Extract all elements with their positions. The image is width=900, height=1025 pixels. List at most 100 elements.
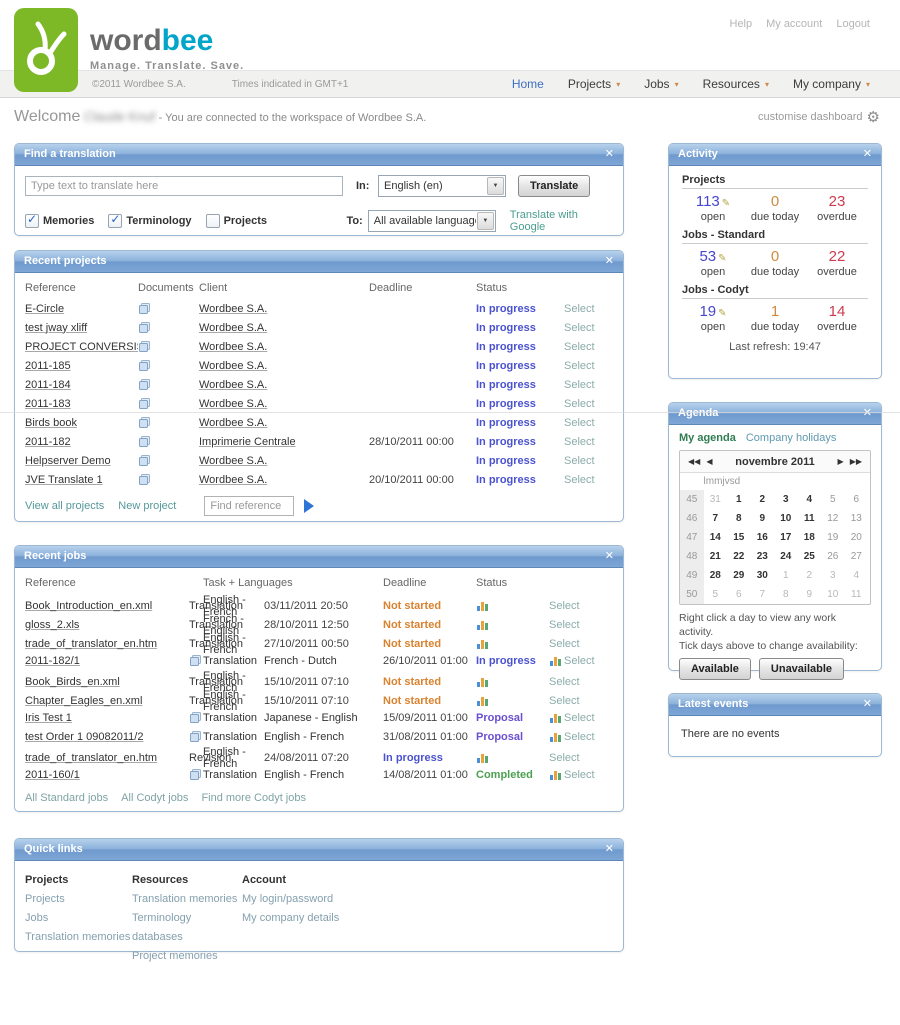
calendar-day[interactable]: 16 bbox=[756, 532, 768, 543]
dropdown-arrow-icon[interactable]: ▼ bbox=[476, 212, 494, 230]
prev-month-icon[interactable]: ◀ bbox=[706, 457, 713, 466]
close-icon[interactable]: ✕ bbox=[862, 148, 872, 160]
open-count[interactable]: 53 ✎ open bbox=[699, 248, 727, 278]
calendar-day[interactable]: 5 bbox=[712, 589, 719, 600]
due-today-count[interactable]: 0 due today bbox=[750, 193, 800, 223]
overdue-count[interactable]: 14 overdue bbox=[817, 303, 857, 333]
project-reference-link[interactable]: E-Circle bbox=[25, 302, 65, 315]
translate-with-google-link[interactable]: Translate with Google bbox=[509, 209, 578, 233]
quick-link[interactable]: Jobs bbox=[25, 912, 49, 924]
job-stats-icon[interactable] bbox=[476, 695, 549, 707]
nav-item[interactable]: Jobs ▾ bbox=[644, 77, 679, 91]
project-reference-link[interactable]: 2011-184 bbox=[25, 378, 71, 391]
calendar-day[interactable]: 23 bbox=[756, 551, 768, 562]
availability-button[interactable]: Available bbox=[679, 658, 751, 680]
calendar-day[interactable]: 29 bbox=[733, 570, 745, 581]
job-stats-icon[interactable] bbox=[549, 712, 564, 724]
close-icon[interactable]: ✕ bbox=[862, 407, 872, 419]
job-reference-link[interactable]: gloss_2.xls bbox=[25, 619, 80, 631]
job-stats-icon[interactable] bbox=[549, 731, 564, 743]
prev-year-icon[interactable]: ◀◀ bbox=[688, 457, 701, 466]
calendar-day[interactable]: 17 bbox=[780, 532, 792, 543]
project-reference-link[interactable]: Helpserver Demo bbox=[25, 454, 111, 467]
calendar-day[interactable]: 20 bbox=[850, 532, 862, 543]
calendar-day[interactable]: 9 bbox=[759, 513, 766, 524]
calendar-day[interactable]: 13 bbox=[850, 513, 862, 524]
calendar-day[interactable]: 28 bbox=[709, 570, 721, 581]
job-reference-link[interactable]: Iris Test 1 bbox=[25, 711, 72, 724]
calendar-day[interactable]: 4 bbox=[853, 570, 860, 581]
project-reference-link[interactable]: 2011-182 bbox=[25, 435, 71, 448]
select-link[interactable]: Select bbox=[564, 473, 595, 486]
job-stats-icon[interactable] bbox=[476, 600, 549, 612]
calendar-day[interactable]: 15 bbox=[733, 532, 745, 543]
client-link[interactable]: Wordbee S.A. bbox=[199, 340, 268, 353]
job-stats-icon[interactable] bbox=[476, 752, 549, 764]
checkbox[interactable] bbox=[205, 214, 220, 228]
documents-icon[interactable] bbox=[189, 654, 203, 667]
nav-item[interactable]: Home bbox=[511, 77, 544, 91]
select-link[interactable]: Select bbox=[564, 416, 595, 429]
select-link[interactable]: Select bbox=[564, 730, 595, 743]
job-reference-link[interactable]: Chapter_Eagles_en.xml bbox=[25, 695, 143, 707]
checkbox[interactable] bbox=[25, 212, 39, 228]
select-link[interactable]: Select bbox=[549, 752, 580, 764]
select-link[interactable]: Select bbox=[564, 397, 595, 410]
close-icon[interactable]: ✕ bbox=[604, 255, 614, 267]
documents-icon[interactable] bbox=[189, 730, 203, 743]
calendar-day[interactable]: 25 bbox=[803, 551, 815, 562]
project-reference-link[interactable]: JVE Translate 1 bbox=[25, 473, 103, 486]
tab-my-agenda[interactable]: My agenda bbox=[679, 432, 736, 444]
calendar-day[interactable]: 5 bbox=[829, 494, 836, 505]
calendar-day[interactable]: 9 bbox=[806, 589, 813, 600]
job-reference-link[interactable]: test Order 1 09082011/2 bbox=[25, 730, 144, 743]
calendar-day[interactable]: 3 bbox=[782, 494, 789, 505]
nav-item[interactable]: Resources ▾ bbox=[702, 77, 769, 91]
translate-text-input[interactable] bbox=[25, 176, 343, 196]
documents-icon[interactable] bbox=[138, 454, 199, 467]
job-reference-link[interactable]: Book_Birds_en.xml bbox=[25, 676, 120, 688]
job-reference-link[interactable]: 2011-182/1 bbox=[25, 654, 80, 667]
top-link[interactable]: My account bbox=[766, 18, 823, 30]
due-today-count[interactable]: 1 due today bbox=[750, 303, 800, 333]
calendar-day[interactable]: 2 bbox=[759, 494, 766, 505]
documents-icon[interactable] bbox=[138, 340, 199, 353]
documents-icon[interactable] bbox=[138, 435, 199, 448]
checkbox-item[interactable]: Memories bbox=[25, 212, 94, 228]
nav-item[interactable]: My company ▾ bbox=[792, 77, 870, 91]
job-stats-icon[interactable] bbox=[476, 676, 549, 688]
source-language-select[interactable]: English (en) ▼ bbox=[378, 175, 506, 197]
next-month-icon[interactable]: ▶ bbox=[837, 457, 844, 466]
calendar-day[interactable]: 27 bbox=[850, 551, 862, 562]
calendar-day[interactable]: 14 bbox=[709, 532, 721, 543]
checkbox-item[interactable]: Terminology bbox=[108, 212, 192, 228]
open-count[interactable]: 113 ✎ open bbox=[695, 193, 731, 223]
find-reference-input[interactable] bbox=[204, 496, 295, 516]
project-reference-link[interactable]: 2011-183 bbox=[25, 397, 71, 410]
translate-button[interactable]: Translate bbox=[518, 175, 591, 197]
job-reference-link[interactable]: Book_Introduction_en.xml bbox=[25, 600, 153, 612]
calendar-day[interactable]: 6 bbox=[735, 589, 742, 600]
documents-icon[interactable] bbox=[189, 768, 203, 781]
client-link[interactable]: Wordbee S.A. bbox=[199, 416, 268, 429]
project-reference-link[interactable]: PROJECT CONVERSIS bbox=[25, 340, 138, 353]
calendar-day[interactable]: 8 bbox=[735, 513, 742, 524]
wordbee-logo[interactable]: wordbee Manage. Translate. Save. bbox=[14, 8, 244, 92]
calendar-day[interactable]: 3 bbox=[829, 570, 836, 581]
next-year-icon[interactable]: ▶▶ bbox=[849, 457, 862, 466]
calendar-day[interactable]: 7 bbox=[759, 589, 766, 600]
close-icon[interactable]: ✕ bbox=[604, 148, 614, 160]
go-arrow-icon[interactable] bbox=[304, 499, 315, 513]
documents-icon[interactable] bbox=[138, 397, 199, 410]
documents-icon[interactable] bbox=[138, 416, 199, 429]
project-reference-link[interactable]: Birds book bbox=[25, 416, 77, 429]
select-link[interactable]: Select bbox=[549, 695, 580, 707]
select-link[interactable]: Select bbox=[549, 619, 580, 631]
calendar-day[interactable]: 10 bbox=[827, 589, 839, 600]
calendar-day[interactable]: 22 bbox=[733, 551, 745, 562]
tab-company-holidays[interactable]: Company holidays bbox=[745, 432, 837, 444]
view-all-projects-link[interactable]: View all projects bbox=[25, 500, 105, 512]
job-reference-link[interactable]: 2011-160/1 bbox=[25, 768, 80, 781]
dropdown-arrow-icon[interactable]: ▼ bbox=[487, 177, 504, 195]
calendar-day[interactable]: 21 bbox=[709, 551, 721, 562]
